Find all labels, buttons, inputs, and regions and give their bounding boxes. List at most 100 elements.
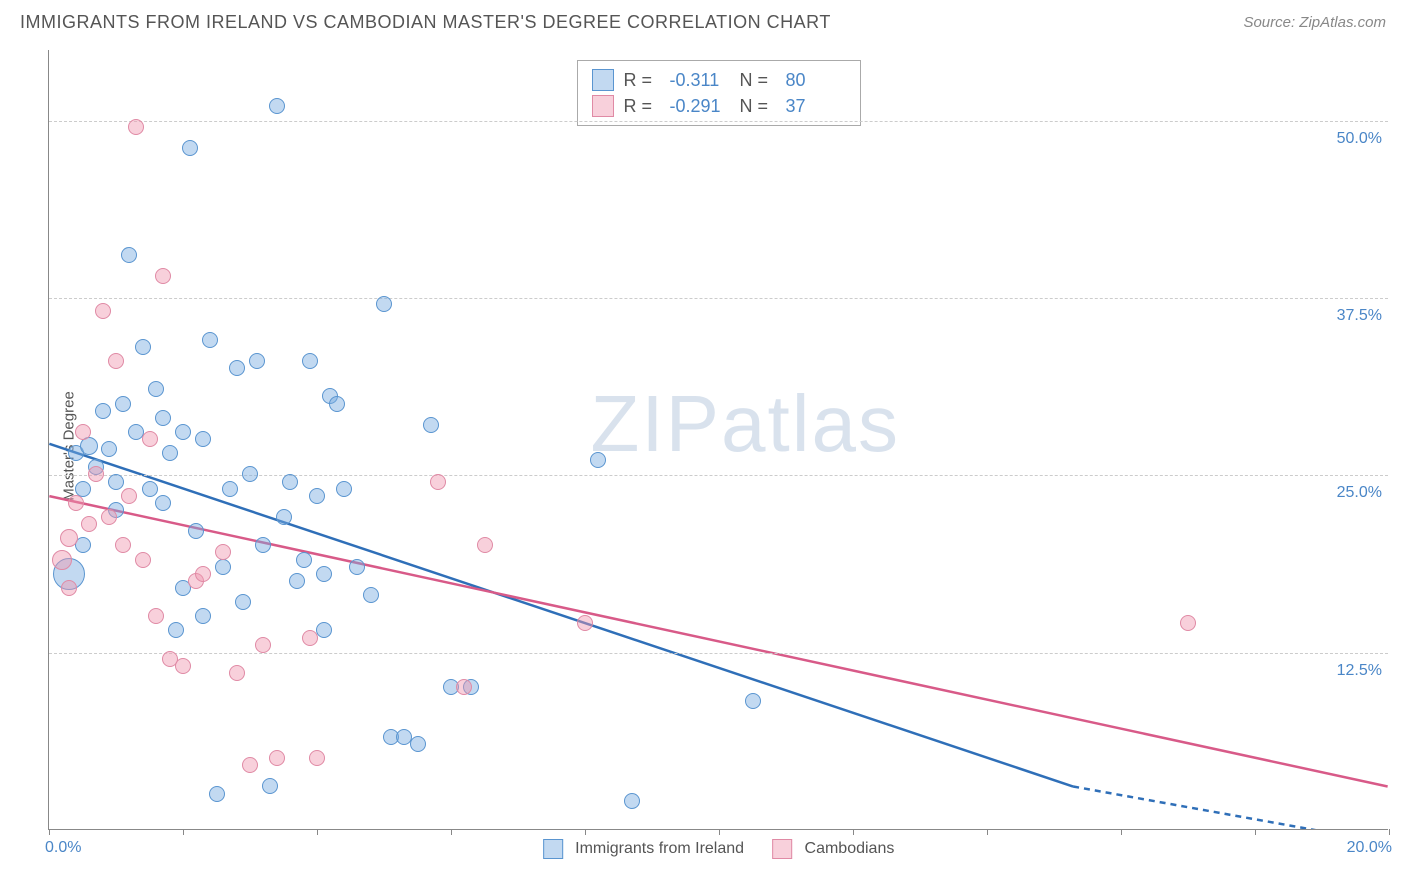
scatter-point-ireland bbox=[363, 587, 379, 603]
scatter-point-ireland bbox=[262, 778, 278, 794]
scatter-point-cambodians bbox=[115, 537, 131, 553]
x-tick bbox=[719, 829, 720, 835]
scatter-point-ireland bbox=[142, 481, 158, 497]
stats-R-ireland: -0.311 bbox=[670, 70, 730, 91]
stats-R-label: R = bbox=[624, 70, 660, 91]
swatch-ireland-icon bbox=[592, 69, 614, 91]
scatter-point-ireland bbox=[329, 396, 345, 412]
scatter-point-ireland bbox=[423, 417, 439, 433]
scatter-point-ireland bbox=[745, 693, 761, 709]
scatter-point-ireland bbox=[309, 488, 325, 504]
swatch-cambodians-icon bbox=[592, 95, 614, 117]
x-tick bbox=[1389, 829, 1390, 835]
scatter-point-cambodians bbox=[477, 537, 493, 553]
scatter-point-cambodians bbox=[68, 495, 84, 511]
scatter-point-ireland bbox=[336, 481, 352, 497]
scatter-point-ireland bbox=[121, 247, 137, 263]
scatter-point-ireland bbox=[222, 481, 238, 497]
scatter-point-ireland bbox=[276, 509, 292, 525]
x-tick bbox=[853, 829, 854, 835]
stats-N-cambodians: 37 bbox=[786, 96, 846, 117]
chart-plot-area: ZIPatlas R = -0.311 N = 80 R = -0.291 N … bbox=[48, 50, 1388, 830]
scatter-point-ireland bbox=[175, 424, 191, 440]
scatter-point-ireland bbox=[410, 736, 426, 752]
scatter-point-cambodians bbox=[75, 424, 91, 440]
legend-label-ireland: Immigrants from Ireland bbox=[575, 840, 744, 857]
y-tick-label: 37.5% bbox=[1337, 307, 1382, 325]
scatter-point-cambodians bbox=[60, 529, 78, 547]
scatter-point-cambodians bbox=[88, 466, 104, 482]
scatter-point-ireland bbox=[202, 332, 218, 348]
source-label: Source: ZipAtlas.com bbox=[1243, 14, 1386, 31]
legend-item-cambodians: Cambodians bbox=[772, 839, 894, 859]
scatter-point-cambodians bbox=[148, 608, 164, 624]
scatter-point-ireland bbox=[289, 573, 305, 589]
gridline bbox=[49, 298, 1388, 299]
scatter-point-ireland bbox=[95, 403, 111, 419]
stats-R-label: R = bbox=[624, 96, 660, 117]
scatter-point-ireland bbox=[242, 466, 258, 482]
scatter-point-cambodians bbox=[121, 488, 137, 504]
scatter-point-cambodians bbox=[195, 566, 211, 582]
scatter-point-ireland bbox=[302, 353, 318, 369]
scatter-point-ireland bbox=[115, 396, 131, 412]
scatter-point-ireland bbox=[209, 786, 225, 802]
legend-bottom: Immigrants from Ireland Cambodians bbox=[543, 839, 895, 859]
swatch-ireland-icon bbox=[543, 839, 563, 859]
scatter-point-cambodians bbox=[577, 615, 593, 631]
x-axis-min-label: 0.0% bbox=[45, 839, 81, 857]
gridline bbox=[49, 121, 1388, 122]
scatter-point-cambodians bbox=[229, 665, 245, 681]
scatter-point-ireland bbox=[108, 474, 124, 490]
scatter-point-ireland bbox=[195, 608, 211, 624]
scatter-point-cambodians bbox=[430, 474, 446, 490]
scatter-point-cambodians bbox=[302, 630, 318, 646]
x-tick bbox=[1121, 829, 1122, 835]
stats-row-ireland: R = -0.311 N = 80 bbox=[592, 67, 846, 93]
x-tick bbox=[987, 829, 988, 835]
scatter-point-ireland bbox=[155, 495, 171, 511]
scatter-point-ireland bbox=[255, 537, 271, 553]
scatter-point-cambodians bbox=[155, 268, 171, 284]
x-tick bbox=[183, 829, 184, 835]
scatter-point-cambodians bbox=[61, 580, 77, 596]
x-tick bbox=[1255, 829, 1256, 835]
stats-R-cambodians: -0.291 bbox=[670, 96, 730, 117]
scatter-point-ireland bbox=[229, 360, 245, 376]
scatter-point-ireland bbox=[182, 140, 198, 156]
scatter-point-ireland bbox=[296, 552, 312, 568]
y-tick-label: 50.0% bbox=[1337, 130, 1382, 148]
scatter-point-ireland bbox=[235, 594, 251, 610]
scatter-point-ireland bbox=[269, 98, 285, 114]
scatter-point-ireland bbox=[148, 381, 164, 397]
scatter-point-cambodians bbox=[269, 750, 285, 766]
stats-N-ireland: 80 bbox=[786, 70, 846, 91]
scatter-point-cambodians bbox=[456, 679, 472, 695]
scatter-point-ireland bbox=[624, 793, 640, 809]
scatter-point-cambodians bbox=[52, 550, 72, 570]
scatter-point-ireland bbox=[162, 445, 178, 461]
scatter-point-ireland bbox=[101, 441, 117, 457]
scatter-point-cambodians bbox=[242, 757, 258, 773]
y-tick-label: 25.0% bbox=[1337, 484, 1382, 502]
scatter-point-ireland bbox=[168, 622, 184, 638]
x-tick bbox=[49, 829, 50, 835]
scatter-point-cambodians bbox=[142, 431, 158, 447]
scatter-point-cambodians bbox=[128, 119, 144, 135]
trend-lines bbox=[49, 50, 1388, 829]
scatter-point-ireland bbox=[316, 566, 332, 582]
scatter-point-ireland bbox=[155, 410, 171, 426]
scatter-point-cambodians bbox=[175, 658, 191, 674]
scatter-point-cambodians bbox=[255, 637, 271, 653]
scatter-point-ireland bbox=[282, 474, 298, 490]
stats-N-label: N = bbox=[740, 96, 776, 117]
scatter-point-cambodians bbox=[101, 509, 117, 525]
swatch-cambodians-icon bbox=[772, 839, 792, 859]
scatter-point-ireland bbox=[349, 559, 365, 575]
scatter-point-cambodians bbox=[309, 750, 325, 766]
x-tick bbox=[451, 829, 452, 835]
scatter-point-ireland bbox=[188, 523, 204, 539]
scatter-point-ireland bbox=[135, 339, 151, 355]
watermark: ZIPatlas bbox=[591, 378, 900, 470]
legend-label-cambodians: Cambodians bbox=[805, 840, 895, 857]
